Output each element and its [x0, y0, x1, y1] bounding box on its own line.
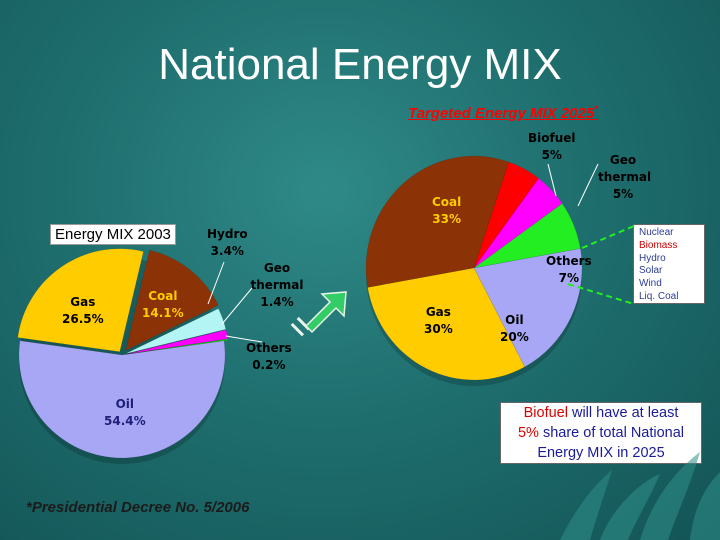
label-2003-geothermal-value: 1.4% — [260, 295, 294, 309]
pie-2003-slice-others — [125, 338, 229, 355]
label-2025-biofuel-value: 5% — [541, 148, 562, 162]
label-2003-oil: Oil 54.4% — [104, 396, 146, 430]
label-2003-coal: Coal 14.1% — [142, 288, 184, 322]
label-2003-others-value: 0.2% — [252, 358, 286, 372]
legend-item: Solar — [639, 265, 663, 277]
label-2003-others: Others 0.2% — [246, 340, 292, 374]
pie-2003-slice-gas — [17, 248, 144, 352]
label-2025-coal: Coal 33% — [432, 194, 461, 228]
label-2025-oil: Oil 20% — [500, 312, 529, 346]
label-2003-oil-value: 54.4% — [104, 414, 146, 428]
label-2025-oil-value: 20% — [500, 330, 529, 344]
others-breakdown-legend: Nuclear Biomass Hydro Solar Wind Liq. Co… — [633, 224, 705, 304]
note-biofuel-highlight: Biofuel — [523, 405, 568, 421]
pie-2025-slice-others — [473, 203, 581, 269]
leader-2025-biofuel — [547, 163, 557, 197]
legend-item: Hydro — [639, 252, 666, 264]
label-2025-gas: Gas 30% — [424, 304, 453, 338]
label-2003-hydro: Hydro 3.4% — [207, 226, 248, 260]
connector-bottom — [567, 283, 635, 305]
note-text-2: share of total National — [538, 425, 685, 441]
label-2003-others-name: Others — [246, 341, 292, 355]
legend-item: Biomass — [639, 239, 678, 251]
legend-item: Wind — [639, 278, 662, 290]
leader-2003-others — [225, 335, 263, 343]
pie-2025-slice-oil — [473, 248, 583, 368]
label-2025-others-value: 7% — [558, 271, 580, 285]
label-2003-geothermal: Geo thermal 1.4% — [246, 260, 308, 311]
biofuel-note: Biofuel will have at least 5% share of t… — [500, 402, 702, 464]
pie-2003-slice-geo-thermal — [125, 329, 229, 355]
label-2025-biofuel-name: Biofuel — [528, 131, 576, 145]
pie-2025-slice-geo-thermal — [473, 177, 563, 269]
pie-2003-slice-oil — [18, 340, 226, 459]
pie-2025-slice-gas — [367, 267, 526, 381]
transition-arrow-icon — [290, 291, 347, 337]
leader-2025-geothermal — [577, 163, 599, 207]
note-text-1: will have at least — [567, 405, 679, 421]
label-2025-biofuel: Biofuel 5% — [528, 130, 576, 164]
legend-item: Liq. Coal — [639, 290, 679, 302]
label-2025-gas-value: 30% — [424, 322, 453, 336]
leader-2003-hydro — [207, 261, 225, 305]
leader-2003-geothermal — [221, 287, 253, 325]
footnote: *Presidential Decree No. 5/2006 — [26, 499, 250, 516]
note-line-3: Energy MIX in 2025 — [537, 445, 665, 461]
chart-title-2003: Energy MIX 2003 — [50, 224, 176, 245]
label-2025-coal-name: Coal — [432, 195, 462, 209]
decorative-plant-icon — [560, 452, 720, 540]
label-2003-coal-name: Coal — [148, 289, 178, 303]
label-2003-hydro-name: Hydro — [207, 227, 248, 241]
chart-title-2025-asterisk: * — [594, 104, 598, 114]
label-2025-geothermal-name: Geo thermal — [598, 153, 652, 184]
label-2003-hydro-value: 3.4% — [210, 244, 244, 258]
legend-item: Nuclear — [639, 227, 674, 238]
label-2003-gas-name: Gas — [70, 295, 96, 309]
page-title: National Energy MIX — [158, 40, 562, 89]
label-2025-gas-name: Gas — [425, 305, 451, 319]
note-line-1: Biofuel will have at least — [501, 403, 701, 423]
pie-2003-slice-hydro — [125, 308, 227, 354]
label-2025-geothermal-value: 5% — [612, 187, 634, 201]
pie-2025-slice-biofuel — [473, 161, 540, 269]
pie-2025-slice-coal — [365, 155, 510, 288]
connector-top — [581, 225, 635, 249]
label-2025-others: Others 7% — [546, 253, 592, 287]
label-2003-coal-value: 14.1% — [142, 306, 184, 320]
label-2025-oil-name: Oil — [505, 313, 524, 327]
label-2003-oil-name: Oil — [115, 397, 135, 411]
note-line-2: 5% share of total National — [501, 423, 701, 443]
pie-2003-slice-coal — [125, 249, 219, 351]
label-2003-geothermal-name: Geo thermal — [250, 261, 304, 292]
chart-title-2025: Targeted Energy MIX 2025* — [408, 104, 598, 122]
chart-title-2025-text: Targeted Energy MIX 2025 — [408, 105, 595, 122]
label-2025-geothermal: Geo thermal 5% — [598, 152, 652, 203]
label-2003-gas: Gas 26.5% — [62, 294, 104, 328]
label-2025-others-name: Others — [546, 254, 592, 268]
label-2025-coal-value: 33% — [432, 212, 461, 226]
note-percent-highlight: 5% — [517, 425, 539, 441]
label-2003-gas-value: 26.5% — [62, 312, 104, 326]
